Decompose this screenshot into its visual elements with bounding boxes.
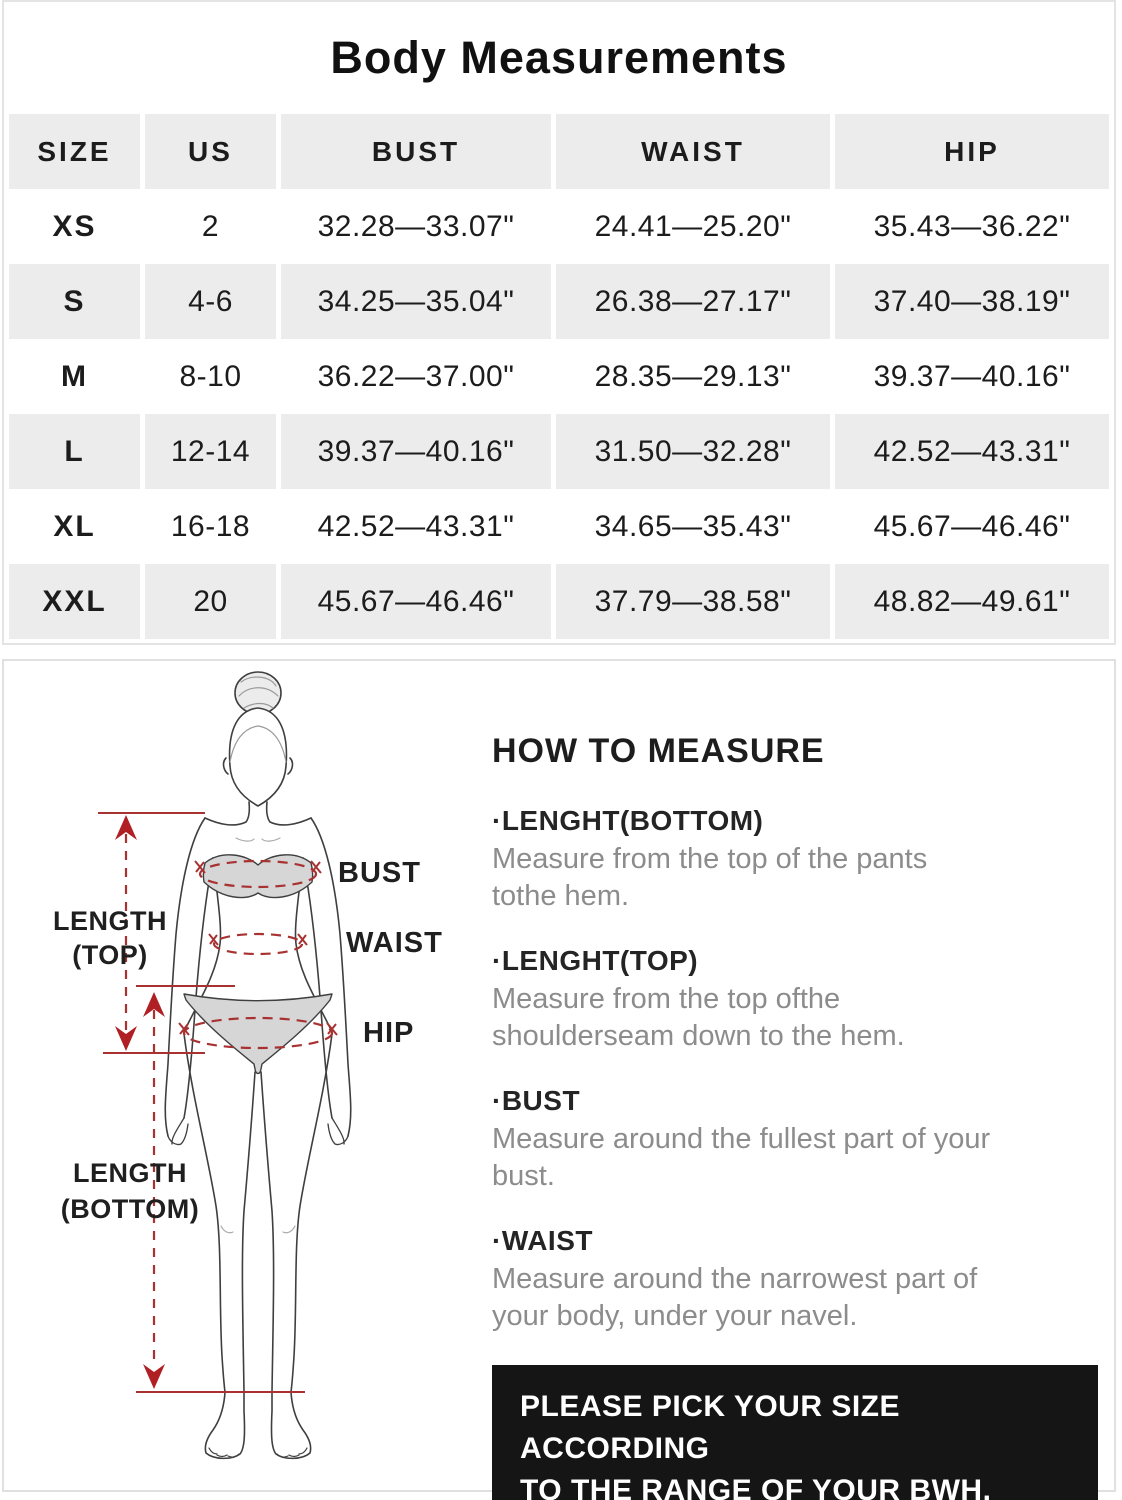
- table-row: S 4-6 34.25—35.04" 26.38—27.17" 37.40—38…: [9, 264, 1109, 339]
- length-top-up-arrow: [115, 815, 137, 840]
- ellipse-end-marks: [178, 860, 338, 1036]
- cell-waist: 28.35—29.13": [556, 339, 830, 414]
- col-header-hip: HIP: [835, 114, 1109, 189]
- section-length-top: ·LENGHT(TOP) Measure from the top ofthe …: [492, 945, 1106, 1055]
- table-row: XL 16-18 42.52—43.31" 34.65—35.43" 45.67…: [9, 489, 1109, 564]
- cell-us: 2: [145, 189, 276, 264]
- body-measurement-figure: BUST WAIST HIP LENGTH (TOP) LENGTH (BOTT…: [53, 671, 443, 1460]
- cell-bust: 42.52—43.31": [281, 489, 551, 564]
- size-table: SIZE US BUST WAIST HIP XS 2 32.28—33.07"…: [4, 114, 1114, 639]
- cell-size: XS: [9, 189, 140, 264]
- bust-label: BUST: [338, 857, 421, 889]
- section-heading: ·WAIST: [492, 1225, 593, 1256]
- section-heading: ·BUST: [492, 1085, 581, 1116]
- section-body: Measure from the top ofthe shoulderseam …: [492, 983, 905, 1052]
- hip-ellipse: [182, 1016, 334, 1050]
- length-bottom-up-arrow: [143, 992, 165, 1017]
- waist-label: WAIST: [346, 927, 443, 959]
- legs: [183, 1033, 333, 1393]
- cell-bust: 45.67—46.46": [281, 564, 551, 639]
- cell-bust: 34.25—35.04": [281, 264, 551, 339]
- section-length-bottom: ·LENGHT(BOTTOM) Measure from the top of …: [492, 805, 1106, 915]
- bust-ellipse: [198, 859, 318, 889]
- table-header-row: SIZE US BUST WAIST HIP: [9, 114, 1109, 189]
- length-bottom-down-arrow: [143, 1364, 165, 1389]
- cell-hip: 37.40—38.19": [835, 264, 1109, 339]
- cell-waist: 31.50—32.28": [556, 414, 830, 489]
- hair-bun: [234, 671, 282, 718]
- cell-size: XXL: [9, 564, 140, 639]
- how-to-measure-panel: BUST WAIST HIP LENGTH (TOP) LENGTH (BOTT…: [2, 659, 1116, 1500]
- arms: [164, 817, 352, 1146]
- cell-us: 4-6: [145, 264, 276, 339]
- length-top-label-line1: LENGTH: [53, 906, 167, 936]
- table-row: L 12-14 39.37—40.16" 31.50—32.28" 42.52—…: [9, 414, 1109, 489]
- page-title: Body Measurements: [330, 32, 788, 83]
- cell-size: S: [9, 264, 140, 339]
- cell-size: L: [9, 414, 140, 489]
- how-to-measure-heading: HOW TO MEASURE: [492, 732, 825, 770]
- feet: [204, 1391, 312, 1460]
- cell-us: 12-14: [145, 414, 276, 489]
- section-bust: ·BUST Measure around the fullest part of…: [492, 1085, 1106, 1195]
- col-header-size: SIZE: [9, 114, 140, 189]
- cell-hip: 35.43—36.22": [835, 189, 1109, 264]
- col-header-us: US: [145, 114, 276, 189]
- waist-ellipse: [212, 932, 304, 956]
- cell-us: 16-18: [145, 489, 276, 564]
- cell-size: XL: [9, 489, 140, 564]
- table-row: M 8-10 36.22—37.00" 28.35—29.13" 39.37—4…: [9, 339, 1109, 414]
- cell-bust: 36.22—37.00": [281, 339, 551, 414]
- hip-label: HIP: [363, 1017, 414, 1049]
- size-pick-notice: PLEASE PICK YOUR SIZE ACCORDING TO THE R…: [492, 1365, 1098, 1500]
- panties: [183, 993, 333, 1075]
- col-header-waist: WAIST: [556, 114, 830, 189]
- cell-hip: 39.37—40.16": [835, 339, 1109, 414]
- section-waist: ·WAIST Measure around the narrowest part…: [492, 1225, 1106, 1335]
- cell-waist: 24.41—25.20": [556, 189, 830, 264]
- cell-bust: 39.37—40.16": [281, 414, 551, 489]
- length-top-label-line2: (TOP): [72, 940, 148, 970]
- neck-shoulders: [204, 801, 312, 842]
- section-body: Measure around the narrowest part of you…: [492, 1263, 978, 1332]
- cell-waist: 34.65—35.43": [556, 489, 830, 564]
- col-header-bust: BUST: [281, 114, 551, 189]
- length-bottom-label-line1: LENGTH: [73, 1158, 187, 1188]
- cell-hip: 45.67—46.46": [835, 489, 1109, 564]
- cell-hip: 48.82—49.61": [835, 564, 1109, 639]
- cell-us: 8-10: [145, 339, 276, 414]
- section-body: Measure around the fullest part of your …: [492, 1123, 991, 1192]
- cell-hip: 42.52—43.31": [835, 414, 1109, 489]
- cell-bust: 32.28—33.07": [281, 189, 551, 264]
- cell-size: M: [9, 339, 140, 414]
- cell-us: 20: [145, 564, 276, 639]
- table-row: XXL 20 45.67—46.46" 37.79—38.58" 48.82—4…: [9, 564, 1109, 639]
- section-heading: ·LENGHT(BOTTOM): [492, 805, 764, 836]
- body-measurements-panel: Body Measurements SIZE US BUST WAIST HIP…: [2, 0, 1116, 645]
- how-to-measure-column: HOW TO MEASURE ·LENGHT(BOTTOM) Measure f…: [492, 731, 1106, 1500]
- section-heading: ·LENGHT(TOP): [492, 945, 699, 976]
- length-bottom-label-line2: (BOTTOM): [61, 1194, 199, 1224]
- cell-waist: 26.38—27.17": [556, 264, 830, 339]
- cell-waist: 37.79—38.58": [556, 564, 830, 639]
- length-top-down-arrow: [115, 1026, 137, 1051]
- title-row: Body Measurements: [4, 2, 1114, 114]
- bra: [202, 854, 314, 899]
- head: [222, 707, 294, 807]
- table-row: XS 2 32.28—33.07" 24.41—25.20" 35.43—36.…: [9, 189, 1109, 264]
- section-body: Measure from the top of the pants tothe …: [492, 843, 928, 912]
